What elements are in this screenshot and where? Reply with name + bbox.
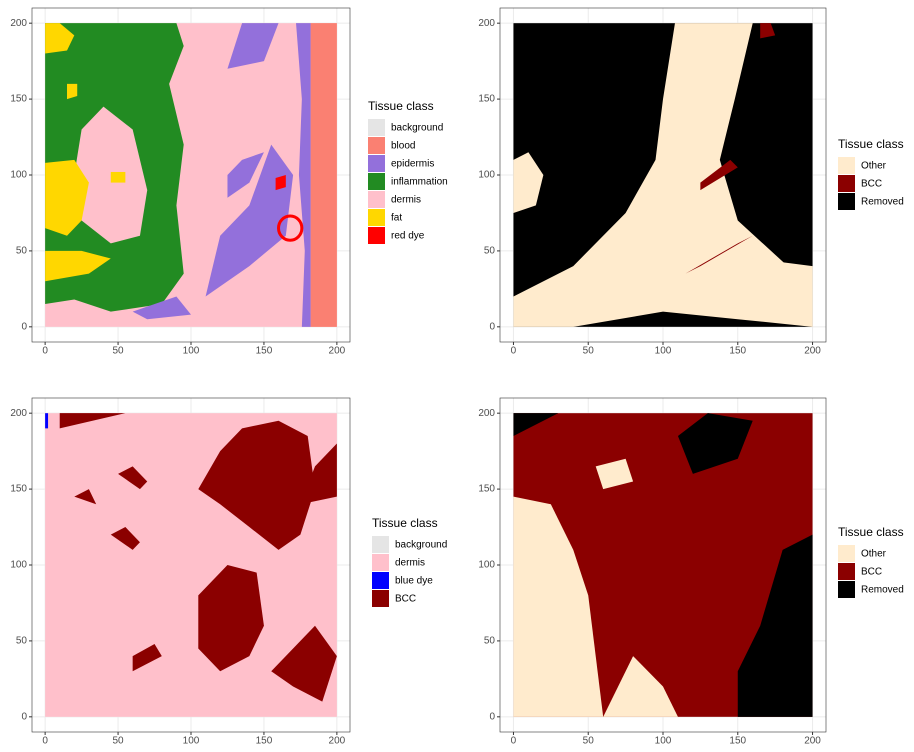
legend-key — [372, 572, 389, 589]
x-tick-label: 150 — [256, 346, 273, 357]
x-tick-label: 100 — [655, 736, 672, 747]
y-tick-label: 100 — [10, 170, 27, 181]
legend-label: blue dye — [395, 576, 433, 587]
x-tick-label: 150 — [729, 736, 746, 747]
legend-label: BCC — [861, 179, 882, 190]
panel: 0 50 100 150 200 0 50 100 150 200 Tissue class Othe… — [478, 8, 904, 357]
x-tick-label: 50 — [113, 346, 125, 357]
y-tick-label: 50 — [484, 636, 496, 647]
y-tick-label: 150 — [10, 484, 27, 495]
legend-label: epidermis — [391, 159, 434, 170]
raster-region — [311, 23, 337, 327]
legend-key — [368, 191, 385, 208]
y-tick-label: 100 — [478, 170, 495, 181]
legend-key — [838, 193, 855, 210]
y-tick-label: 0 — [489, 321, 495, 332]
y-tick-label: 200 — [478, 18, 495, 29]
legend-label: dermis — [395, 558, 425, 569]
legend-key — [838, 563, 855, 580]
legend-label: Removed — [861, 585, 904, 596]
x-tick-label: 200 — [329, 346, 346, 357]
legend-title: Tissue class — [838, 137, 904, 151]
x-tick-label: 50 — [583, 736, 595, 747]
y-tick-label: 200 — [478, 408, 495, 419]
x-tick-label: 50 — [583, 346, 595, 357]
x-tick-label: 150 — [256, 736, 273, 747]
legend-label: Removed — [861, 197, 904, 208]
legend-title: Tissue class — [838, 525, 904, 539]
panel: 0 50 100 150 200 0 50 100 150 200 Tissue class back… — [10, 398, 447, 747]
y-tick-label: 50 — [16, 636, 28, 647]
legend-key — [838, 581, 855, 598]
legend-label: Other — [861, 549, 887, 560]
y-tick-label: 0 — [489, 711, 495, 722]
legend-label: BCC — [861, 567, 882, 578]
legend-key — [372, 590, 389, 607]
y-tick-label: 50 — [484, 246, 496, 257]
y-tick-label: 150 — [478, 484, 495, 495]
legend-key — [368, 209, 385, 226]
x-tick-label: 0 — [511, 736, 517, 747]
x-tick-label: 100 — [183, 346, 200, 357]
x-tick-label: 150 — [729, 346, 746, 357]
legend-label: red dye — [391, 231, 425, 242]
legend-label: inflammation — [391, 177, 448, 188]
panel: 0 50 100 150 200 0 50 100 150 200 Tissue class Othe… — [478, 398, 904, 747]
x-tick-label: 0 — [511, 346, 517, 357]
legend-label: BCC — [395, 594, 416, 605]
x-tick-label: 50 — [113, 736, 125, 747]
legend-key — [368, 227, 385, 244]
y-tick-label: 0 — [21, 321, 27, 332]
x-tick-label: 200 — [329, 736, 346, 747]
x-tick-label: 0 — [42, 346, 48, 357]
panel: 0 50 100 150 200 0 50 100 150 200 Tissue class back… — [10, 8, 447, 357]
x-tick-label: 100 — [183, 736, 200, 747]
legend-key — [372, 554, 389, 571]
y-tick-label: 100 — [10, 560, 27, 571]
x-tick-label: 200 — [804, 346, 821, 357]
x-tick-label: 200 — [804, 736, 821, 747]
y-tick-label: 50 — [16, 246, 28, 257]
y-tick-label: 150 — [10, 94, 27, 105]
legend-title: Tissue class — [372, 516, 438, 530]
y-tick-label: 100 — [478, 560, 495, 571]
y-tick-label: 0 — [21, 711, 27, 722]
y-tick-label: 200 — [10, 18, 27, 29]
raster-region — [45, 413, 48, 428]
legend-key — [838, 545, 855, 562]
legend-label: dermis — [391, 195, 421, 206]
legend-title: Tissue class — [368, 99, 434, 113]
legend-label: background — [395, 540, 447, 551]
legend-key — [368, 173, 385, 190]
legend-key — [838, 175, 855, 192]
y-tick-label: 200 — [10, 408, 27, 419]
legend-key — [368, 119, 385, 136]
legend-label: Other — [861, 161, 887, 172]
legend-label: background — [391, 123, 443, 134]
legend-key — [368, 155, 385, 172]
x-tick-label: 0 — [42, 736, 48, 747]
legend-label: fat — [391, 213, 402, 224]
x-tick-label: 100 — [655, 346, 672, 357]
legend-key — [838, 157, 855, 174]
y-tick-label: 150 — [478, 94, 495, 105]
raster-region — [111, 172, 126, 183]
legend-key — [372, 536, 389, 553]
legend-label: blood — [391, 141, 415, 152]
figure: 0 50 100 150 200 0 50 100 150 200 Tissue class back… — [0, 0, 914, 747]
legend-key — [368, 137, 385, 154]
